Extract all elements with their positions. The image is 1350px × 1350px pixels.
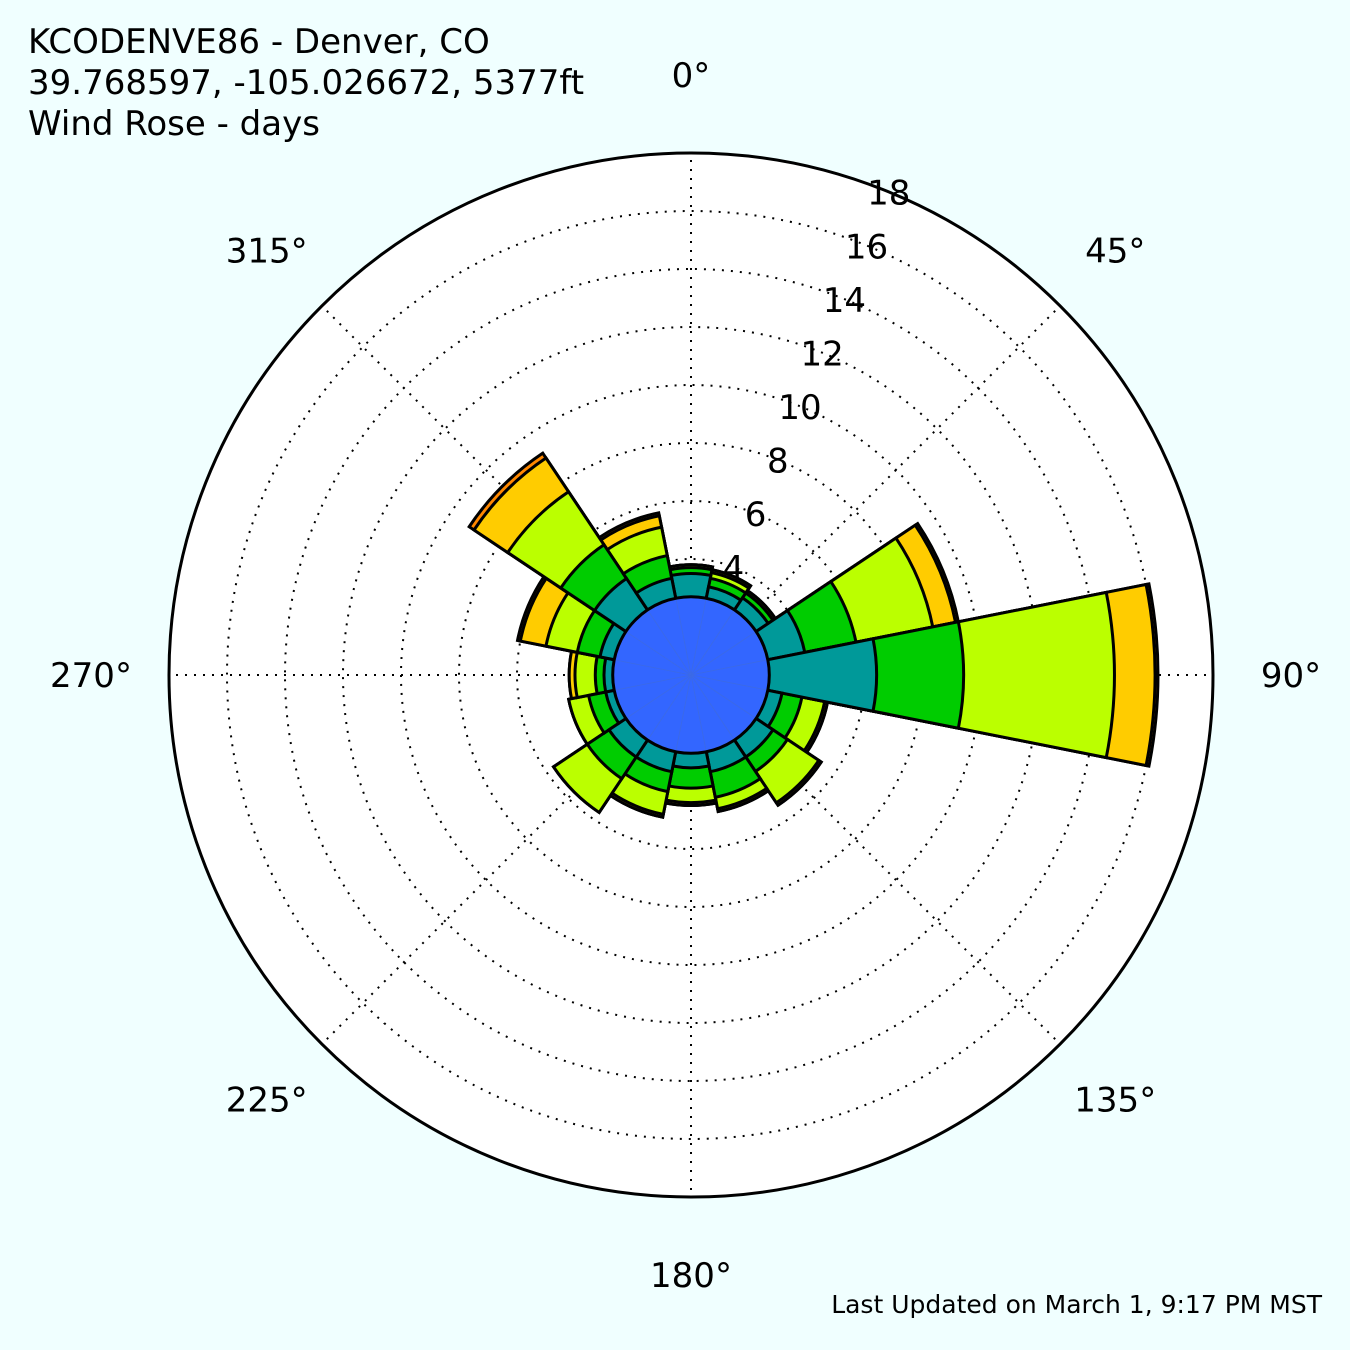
calm-circle <box>611 595 771 755</box>
radial-tick-label: 4 <box>723 549 745 589</box>
radial-tick-label: 6 <box>745 495 767 535</box>
radial-tick-label: 8 <box>767 442 789 482</box>
bars <box>467 451 1160 819</box>
radial-tick-label: 18 <box>867 174 910 214</box>
radial-tick-label: 10 <box>778 388 821 428</box>
grid-spoke <box>690 305 1061 676</box>
grid-spoke <box>690 674 1061 1045</box>
grid-spoke <box>321 674 692 1045</box>
plot-border <box>167 151 1215 1199</box>
last-updated-text: Last Updated on March 1, 9:17 PM MST <box>831 1290 1322 1319</box>
angle-label: 45° <box>1085 232 1145 272</box>
angle-label: 90° <box>1261 656 1321 696</box>
angle-label: 225° <box>226 1080 308 1120</box>
station-location: 39.768597, -105.026672, 5377ft <box>28 63 585 103</box>
angle-label: 135° <box>1074 1080 1156 1120</box>
radial-tick-label: 12 <box>801 334 844 374</box>
chart-title: Wind Rose - days <box>28 104 320 144</box>
axis-labels: 46810121416180°45°90°135°180°225°270°315… <box>50 56 1321 1296</box>
radial-tick-label: 14 <box>823 281 866 321</box>
angle-label: 315° <box>226 232 308 272</box>
chart-header: KCODENVE86 - Denver, CO 39.768597, -105.… <box>28 22 584 145</box>
angle-label: 180° <box>650 1256 732 1296</box>
angle-label: 0° <box>672 56 711 96</box>
station-title: KCODENVE86 - Denver, CO <box>28 22 490 62</box>
angle-label: 270° <box>50 656 132 696</box>
wind-bar-segment <box>690 637 879 713</box>
radial-tick-label: 16 <box>845 227 888 267</box>
